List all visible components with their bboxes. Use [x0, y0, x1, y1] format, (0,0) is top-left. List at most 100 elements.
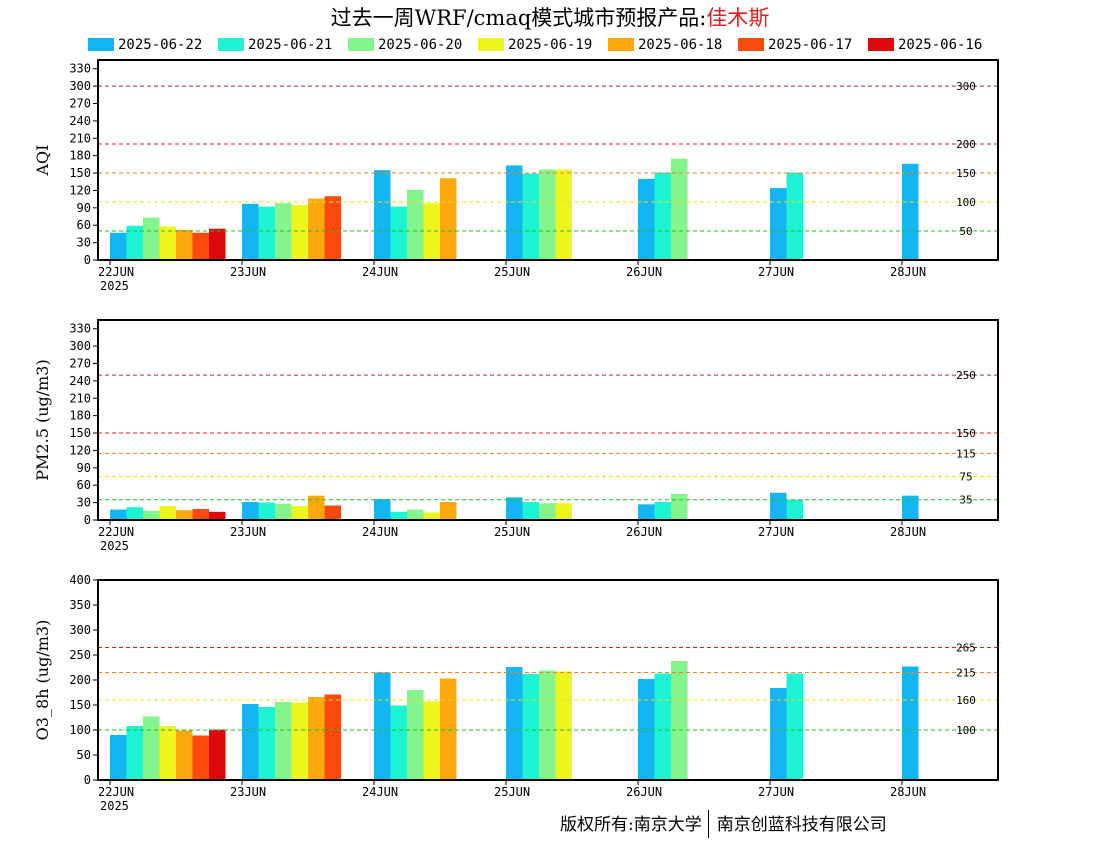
bar: [671, 158, 688, 260]
footer: 版权所有:南京大学 南京创蓝科技有限公司: [560, 810, 887, 838]
title-city: 佳木斯: [706, 6, 770, 30]
y-tick-label: 150: [69, 166, 91, 180]
y-tick-label: 300: [69, 79, 91, 93]
bar: [258, 206, 275, 260]
bar: [440, 502, 457, 520]
bar: [159, 506, 176, 520]
bar: [555, 503, 572, 520]
bar: [555, 671, 572, 780]
bar: [423, 701, 440, 780]
y-tick-label: 210: [69, 391, 91, 405]
bar: [126, 726, 143, 780]
x-year-label: 2025: [100, 279, 129, 293]
bar: [242, 704, 259, 780]
bar: [902, 163, 919, 260]
bar: [324, 196, 341, 260]
bar: [786, 499, 803, 520]
bar: [671, 661, 688, 780]
title-prefix: 过去一周WRF/cmaq模式城市预报产品:: [330, 6, 707, 30]
x-tick-label: 23JUN: [230, 785, 266, 799]
x-tick-label: 25JUN: [494, 785, 530, 799]
threshold-label: 35: [959, 494, 972, 507]
legend-swatch: [218, 38, 244, 51]
bar: [770, 188, 787, 260]
bar: [176, 730, 193, 780]
bar: [522, 173, 539, 260]
bar: [258, 707, 275, 780]
legend-swatch: [608, 38, 634, 51]
threshold-label: 100: [956, 724, 976, 737]
bar: [308, 697, 325, 780]
bar: [374, 170, 391, 260]
y-tick-label: 330: [69, 322, 91, 336]
footer-company: 南京创蓝科技有限公司: [716, 815, 887, 835]
y-axis-label: AQI: [33, 145, 52, 177]
x-tick-label: 24JUN: [362, 265, 398, 279]
bar: [324, 694, 341, 780]
bar: [786, 673, 803, 780]
y-tick-label: 350: [69, 598, 91, 612]
x-tick-label: 28JUN: [890, 525, 926, 539]
legend-swatch: [738, 38, 764, 51]
y-tick-label: 400: [69, 573, 91, 587]
bar: [390, 705, 407, 780]
bar: [522, 502, 539, 520]
bar: [374, 672, 391, 780]
plot-frame: [97, 319, 999, 521]
bar: [308, 495, 325, 520]
bar: [539, 670, 556, 780]
y-tick-label: 0: [84, 253, 91, 267]
threshold-label: 160: [956, 694, 976, 707]
x-tick-label: 26JUN: [626, 265, 662, 279]
y-tick-label: 270: [69, 96, 91, 110]
y-tick-label: 60: [77, 218, 91, 232]
x-year-label: 2025: [100, 539, 129, 553]
y-tick-label: 90: [77, 461, 91, 475]
bar: [539, 169, 556, 260]
bar: [110, 509, 127, 520]
bar: [407, 189, 424, 260]
x-tick-label: 22JUN: [98, 525, 134, 539]
y-tick-label: 330: [69, 62, 91, 76]
bar: [242, 203, 259, 260]
x-tick-label: 24JUN: [362, 525, 398, 539]
y-tick-label: 120: [69, 443, 91, 457]
bar: [374, 499, 391, 520]
y-tick-label: 180: [69, 149, 91, 163]
plot-frame: [97, 59, 999, 261]
bar: [770, 688, 787, 780]
y-tick-label: 30: [77, 236, 91, 250]
bar: [126, 507, 143, 520]
x-tick-label: 28JUN: [890, 265, 926, 279]
bar: [902, 495, 919, 520]
legend-swatch: [88, 38, 114, 51]
bar: [143, 510, 160, 520]
bar: [192, 735, 209, 780]
y-tick-label: 0: [84, 773, 91, 787]
y-axis-label: PM2.5 (ug/m3): [33, 359, 52, 480]
bar: [176, 229, 193, 260]
bar: [539, 503, 556, 520]
x-tick-label: 26JUN: [626, 785, 662, 799]
x-tick-label: 25JUN: [494, 265, 530, 279]
y-tick-label: 120: [69, 183, 91, 197]
threshold-label: 100: [956, 196, 976, 209]
y-tick-label: 50: [77, 748, 91, 762]
bar: [407, 690, 424, 780]
y-tick-label: 0: [84, 513, 91, 527]
threshold-label: 150: [956, 427, 976, 440]
bar: [506, 497, 523, 520]
y-tick-label: 300: [69, 623, 91, 637]
x-tick-label: 22JUN: [98, 265, 134, 279]
bar: [770, 492, 787, 520]
bar: [902, 666, 919, 780]
legend-swatch: [478, 38, 504, 51]
y-tick-label: 100: [69, 723, 91, 737]
bar: [407, 509, 424, 520]
bar: [209, 729, 226, 780]
x-tick-label: 23JUN: [230, 265, 266, 279]
footer-separator: [707, 810, 709, 838]
bar: [192, 232, 209, 260]
y-tick-label: 300: [69, 339, 91, 353]
